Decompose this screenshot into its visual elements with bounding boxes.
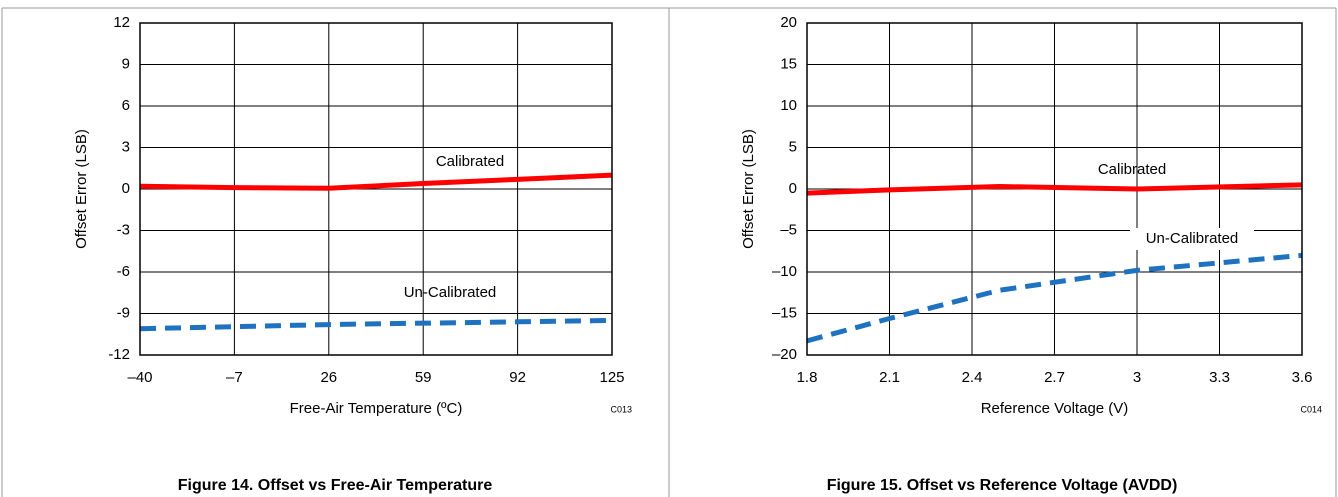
y-tick-label: 0 <box>789 180 797 197</box>
y-tick-label: 15 <box>780 55 797 72</box>
x-tick-label: 3.6 <box>1292 369 1313 386</box>
series-label: Calibrated <box>1098 161 1166 178</box>
series-line <box>806 252 1303 344</box>
y-tick-label: –15 <box>772 304 797 321</box>
label-background <box>1130 228 1254 250</box>
y-tick-label: -12 <box>108 346 130 363</box>
series-line <box>139 172 613 191</box>
y-axis-label: Offset Error (LSB) <box>73 129 90 249</box>
figure-caption: Figure 14. Offset vs Free-Air Temperatur… <box>178 477 493 494</box>
y-axis-label: Offset Error (LSB) <box>740 129 757 249</box>
plot-frame <box>139 22 613 356</box>
x-tick-label: 2.4 <box>962 369 983 386</box>
figure-code: C013 <box>610 404 632 414</box>
y-tick-label: –20 <box>772 346 797 363</box>
y-tick-label: 6 <box>122 97 130 114</box>
y-tick-label: 10 <box>780 97 797 114</box>
x-tick-label: –7 <box>226 369 243 386</box>
y-tick-label: -9 <box>117 304 130 321</box>
series-label: Calibrated <box>436 153 504 170</box>
y-tick-label: 20 <box>780 14 797 31</box>
y-tick-label: 12 <box>113 14 130 31</box>
y-tick-label: 9 <box>122 55 130 72</box>
plot-frame <box>806 22 1303 356</box>
x-axis-label: Free-Air Temperature (ºC) <box>290 400 463 417</box>
x-tick-label: 92 <box>509 369 526 386</box>
y-tick-label: 0 <box>122 180 130 197</box>
figure-caption: Figure 15. Offset vs Reference Voltage (… <box>827 477 1178 494</box>
series-line <box>139 317 613 332</box>
figure-code: C014 <box>1300 404 1322 414</box>
y-tick-label: 5 <box>789 138 797 155</box>
series-line <box>806 182 1303 196</box>
y-tick-label: 3 <box>122 138 130 155</box>
x-tick-label: 3 <box>1133 369 1141 386</box>
x-axis-label: Reference Voltage (V) <box>981 400 1129 417</box>
x-tick-label: 125 <box>599 369 624 386</box>
x-tick-label: 59 <box>415 369 432 386</box>
x-tick-label: 1.8 <box>797 369 818 386</box>
y-tick-label: –10 <box>772 263 797 280</box>
y-tick-label: –5 <box>780 221 797 238</box>
x-tick-label: 2.1 <box>879 369 900 386</box>
x-tick-label: 26 <box>320 369 337 386</box>
series-label: Un-Calibrated <box>404 284 497 301</box>
y-tick-label: -6 <box>117 263 130 280</box>
y-tick-label: -3 <box>117 221 130 238</box>
x-tick-label: 2.7 <box>1044 369 1065 386</box>
x-tick-label: –40 <box>127 369 152 386</box>
series-label: Un-Calibrated <box>1146 230 1239 247</box>
x-tick-label: 3.3 <box>1209 369 1230 386</box>
